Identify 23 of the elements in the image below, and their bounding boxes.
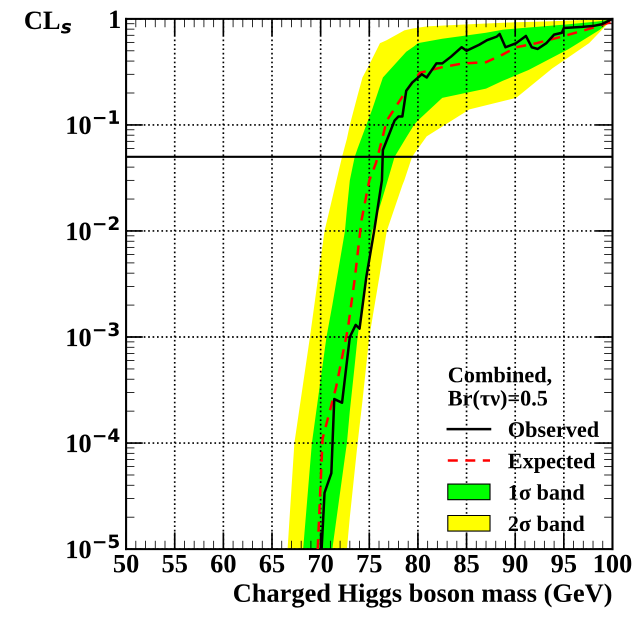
x-tick-label: 60 [211, 554, 236, 573]
x-tick-label: 70 [308, 554, 333, 573]
x-tick-label: 100 [594, 554, 632, 573]
x-tick-label: 80 [406, 554, 430, 573]
x-tick-label: 95 [551, 554, 576, 573]
y-axis-title: CL$_{s}$ [25, 11, 72, 34]
x-axis-title: Charged Higgs boson mass (GeV) [234, 583, 612, 608]
x-tick-label: 65 [260, 554, 284, 573]
x-tick-label: 85 [454, 554, 479, 573]
y-tick-label: 10$^{−2}$ [67, 216, 119, 240]
legend-title: Combined, Br(τν)=0.5 [448, 366, 552, 410]
y-tick-label: 10$^{−3}$ [67, 322, 119, 346]
legend-label: 2σ band [508, 516, 584, 532]
y-tick-label: 10$^{−4}$ [67, 428, 120, 452]
x-tick-label: 55 [162, 555, 187, 573]
y-tick-label: 10$^{−1}$ [67, 110, 119, 134]
x-tick-label: 50 [114, 554, 138, 573]
legend-label: Expected [508, 452, 596, 473]
legend-label: Observed [508, 421, 599, 438]
y-tick-label: 1 [110, 10, 120, 28]
x-tick-label: 75 [358, 555, 382, 573]
x-tick-label: 90 [502, 554, 528, 573]
legend-label: 1σ band [510, 484, 584, 500]
